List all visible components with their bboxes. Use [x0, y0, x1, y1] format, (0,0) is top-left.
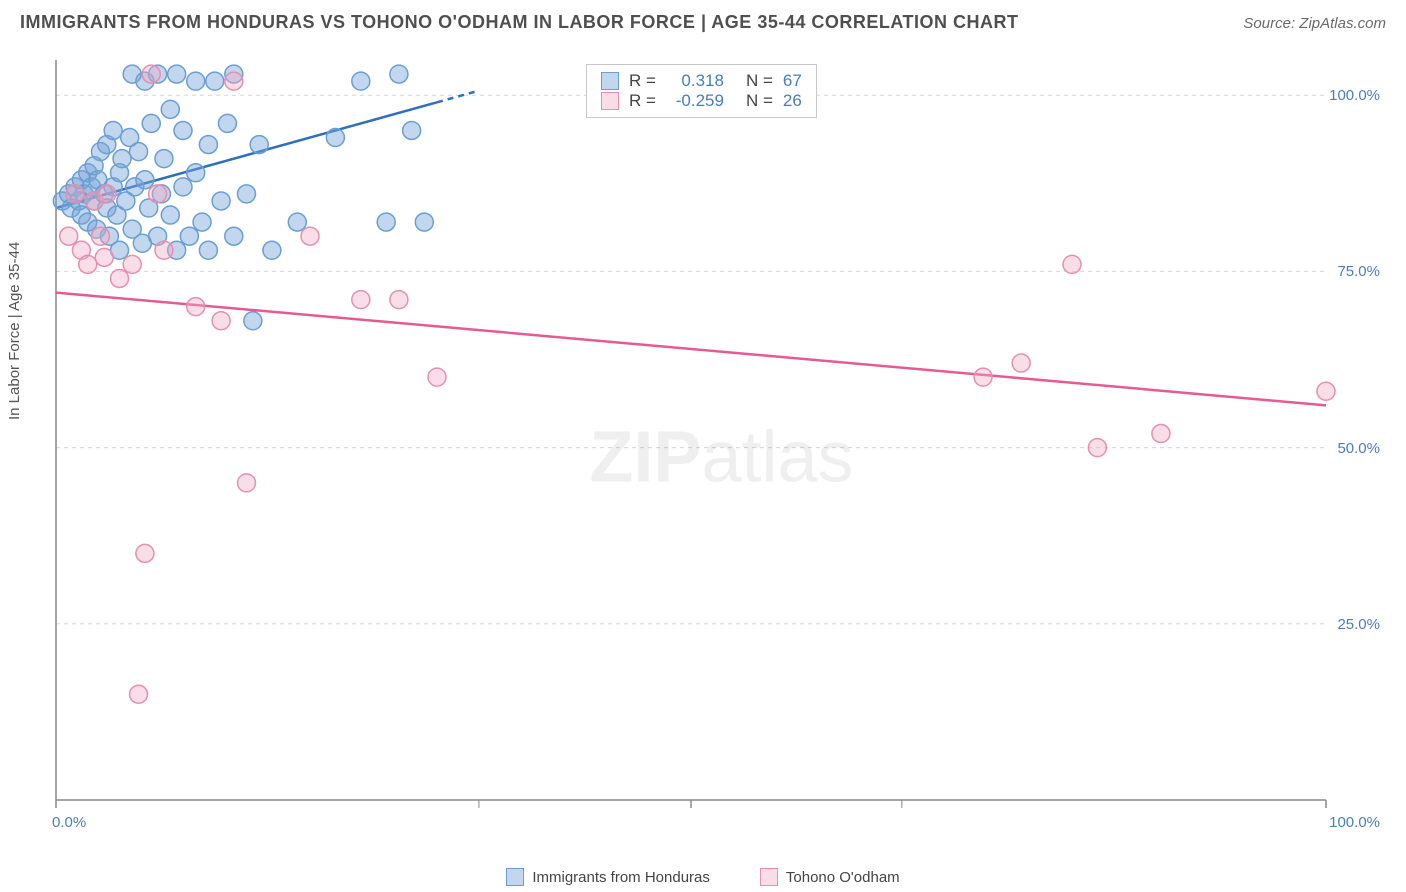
stats-row: R = 0.318 N = 67: [601, 71, 802, 91]
legend-item: Tohono O'odham: [760, 868, 900, 886]
y-tick-label: 50.0%: [1337, 440, 1380, 457]
n-label: N =: [746, 71, 773, 91]
n-label: N =: [746, 91, 773, 111]
r-label: R =: [629, 91, 656, 111]
source-name: ZipAtlas.com: [1299, 15, 1386, 32]
source-attribution: Source: ZipAtlas.com: [1243, 15, 1386, 32]
legend-swatch-icon: [760, 868, 778, 886]
source-prefix: Source:: [1243, 15, 1299, 32]
svg-text:ZIPatlas: ZIPatlas: [589, 418, 853, 498]
legend-label: Tohono O'odham: [786, 869, 900, 886]
legend-swatch-icon: [506, 868, 524, 886]
legend-item: Immigrants from Honduras: [506, 868, 710, 886]
chart-area: ZIPatlas: [46, 50, 1376, 830]
scatter-chart-svg: ZIPatlas: [46, 50, 1376, 830]
r-value: 0.318: [666, 71, 724, 91]
n-value: 67: [783, 71, 802, 91]
r-label: R =: [629, 71, 656, 91]
r-value: -0.259: [666, 91, 724, 111]
x-tick-label: 100.0%: [1329, 814, 1380, 831]
chart-title: IMMIGRANTS FROM HONDURAS VS TOHONO O'ODH…: [20, 12, 1019, 33]
legend-swatch-icon: [601, 72, 619, 90]
n-value: 26: [783, 91, 802, 111]
x-tick-label: 0.0%: [52, 814, 86, 831]
legend-label: Immigrants from Honduras: [532, 869, 710, 886]
correlation-stats-box: R = 0.318 N = 67 R = -0.259 N = 26: [586, 64, 817, 118]
y-tick-label: 75.0%: [1337, 263, 1380, 280]
legend-swatch-icon: [601, 92, 619, 110]
y-tick-label: 25.0%: [1337, 616, 1380, 633]
y-axis-label: In Labor Force | Age 35-44: [6, 242, 23, 420]
bottom-legend: Immigrants from Honduras Tohono O'odham: [0, 868, 1406, 886]
y-tick-label: 100.0%: [1329, 87, 1380, 104]
stats-row: R = -0.259 N = 26: [601, 91, 802, 111]
